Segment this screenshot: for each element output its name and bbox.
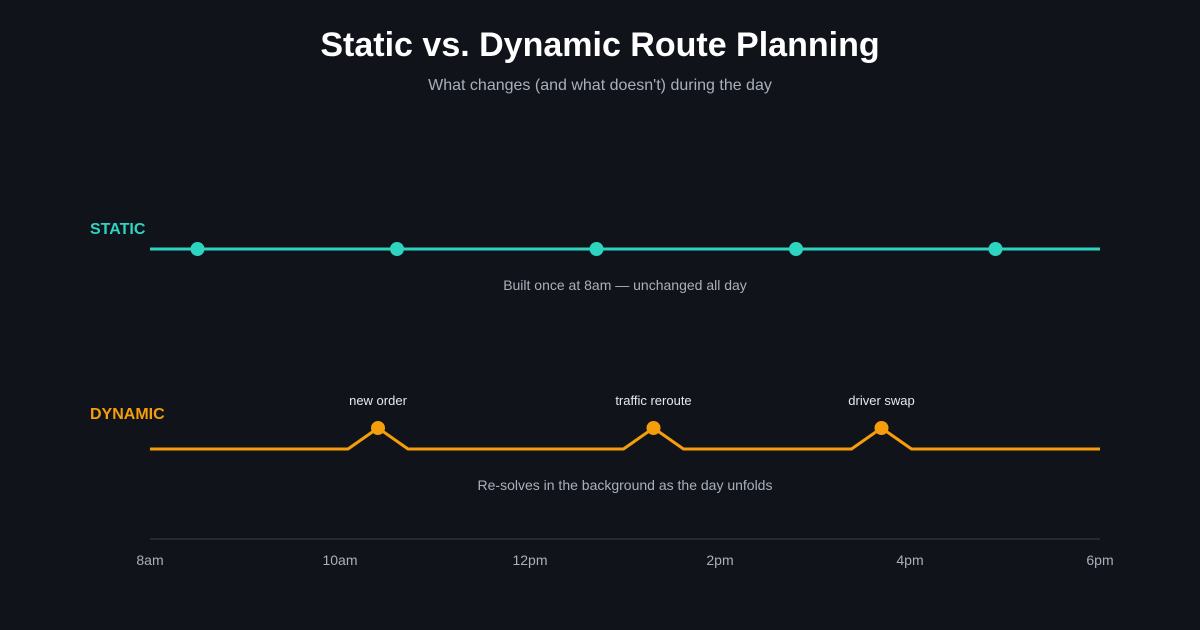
dynamic-event-marker <box>874 421 889 435</box>
static-stop-marker <box>988 242 1003 256</box>
static-stop-marker <box>390 242 404 256</box>
static-track-label: STATIC <box>90 221 146 238</box>
axis-tick-label: 10am <box>322 552 357 568</box>
page-title: Static vs. Dynamic Route Planning <box>320 26 880 64</box>
static-stop-marker <box>589 242 604 256</box>
dynamic-track: new order traffic reroute driver swap <box>150 393 1100 451</box>
axis-tick-label: 4pm <box>896 552 923 568</box>
static-stop-marker <box>789 242 803 256</box>
static-track <box>150 242 1100 256</box>
axis-tick-label: 12pm <box>512 552 547 568</box>
page-subtitle: What changes (and what doesn't) during t… <box>428 77 772 94</box>
static-track-caption: Built once at 8am — unchanged all day <box>503 277 747 293</box>
axis-tick-label: 2pm <box>706 552 733 568</box>
time-axis: 8am 10am 12pm 2pm 4pm 6pm <box>136 538 1114 568</box>
dynamic-event-label: new order <box>349 393 407 408</box>
axis-tick-label: 6pm <box>1086 552 1113 568</box>
dynamic-track-caption: Re-solves in the background as the day u… <box>478 477 773 493</box>
dynamic-event-marker <box>371 421 385 435</box>
dynamic-track-line <box>150 426 1100 451</box>
axis-tick-label: 8am <box>136 552 163 568</box>
dynamic-event-label: traffic reroute <box>615 393 691 408</box>
dynamic-event-label: driver swap <box>848 393 914 408</box>
dynamic-event-marker <box>646 421 661 435</box>
static-stop-marker <box>190 242 205 256</box>
dynamic-track-label: DYNAMIC <box>90 406 165 423</box>
